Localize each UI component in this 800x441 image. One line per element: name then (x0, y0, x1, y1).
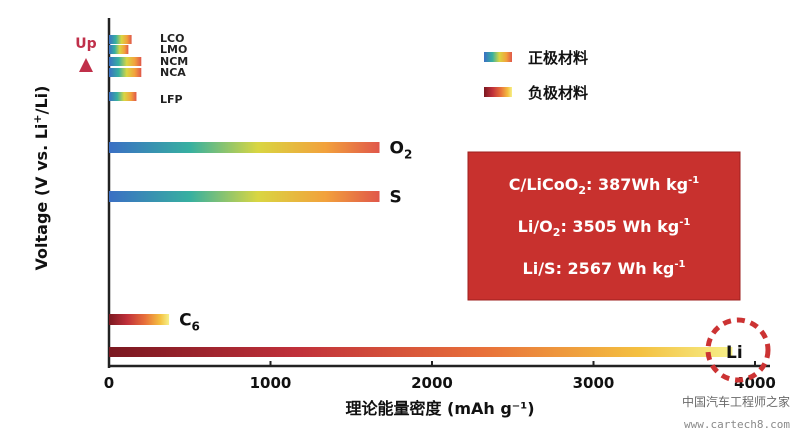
bar-li (109, 347, 733, 357)
bar-c6 (109, 314, 170, 325)
y-axis-title: Voltage (V vs. Li+/Li) (31, 86, 51, 271)
x-tick-label: 2000 (411, 374, 453, 392)
energy-annotation-box: C/LiCoO2: 387Wh kg-1 Li/O2: 3505 Wh kg-1… (467, 151, 741, 301)
legend-label-anode: 负极材料 (528, 84, 588, 102)
watermark-title: 中国汽车工程师之家 (682, 394, 790, 409)
up-label: Up (75, 36, 96, 52)
bar-label-lfp: LFP (160, 93, 183, 106)
x-ticks: 0 1000 2000 3000 4000 (104, 361, 776, 392)
bar-lmo (109, 45, 129, 54)
bar-nca (109, 68, 142, 77)
legend-swatch-anode (484, 87, 512, 97)
bar-label-nca: NCA (160, 66, 186, 79)
watermark-url: www.cartech8.com (684, 418, 790, 431)
annotation-line-2: Li/O2: 3505 Wh kg-1 (518, 217, 691, 239)
bar-s (109, 191, 380, 202)
bar-label-lmo: LMO (160, 43, 187, 56)
bar-label-s: S (390, 188, 402, 208)
bar-label-o2: O2 (390, 139, 413, 162)
bar-ncm (109, 57, 142, 66)
watermark: 中国汽车工程师之家 www.cartech8.com (682, 394, 790, 431)
up-arrow-head (79, 58, 93, 72)
bar-label-ncm: NCM (160, 55, 188, 68)
annotation-line-3: Li/S: 2567 Wh kg-1 (523, 259, 686, 278)
legend: 正极材料 负极材料 (484, 49, 588, 102)
bar-label-li: Li (726, 343, 743, 363)
bar-label-c6: C6 (179, 311, 200, 334)
bar-lfp (109, 92, 137, 101)
x-tick-label: 1000 (250, 374, 292, 392)
legend-swatch-cathode (484, 52, 512, 62)
li-highlight-ring (705, 317, 771, 383)
bar-o2 (109, 142, 380, 153)
x-tick-label: 3000 (573, 374, 615, 392)
x-tick-label: 0 (104, 374, 114, 392)
x-axis-title: 理论能量密度 (mAh g⁻¹) (345, 399, 534, 418)
x-tick-label: 4000 (734, 374, 776, 392)
legend-label-cathode: 正极材料 (528, 49, 588, 67)
bar-label-lco: LCO (160, 32, 184, 45)
bars (109, 35, 733, 357)
annotation-box-bg (467, 151, 741, 301)
annotation-line-1: C/LiCoO2: 387Wh kg-1 (509, 175, 699, 197)
bar-lco (109, 35, 132, 44)
